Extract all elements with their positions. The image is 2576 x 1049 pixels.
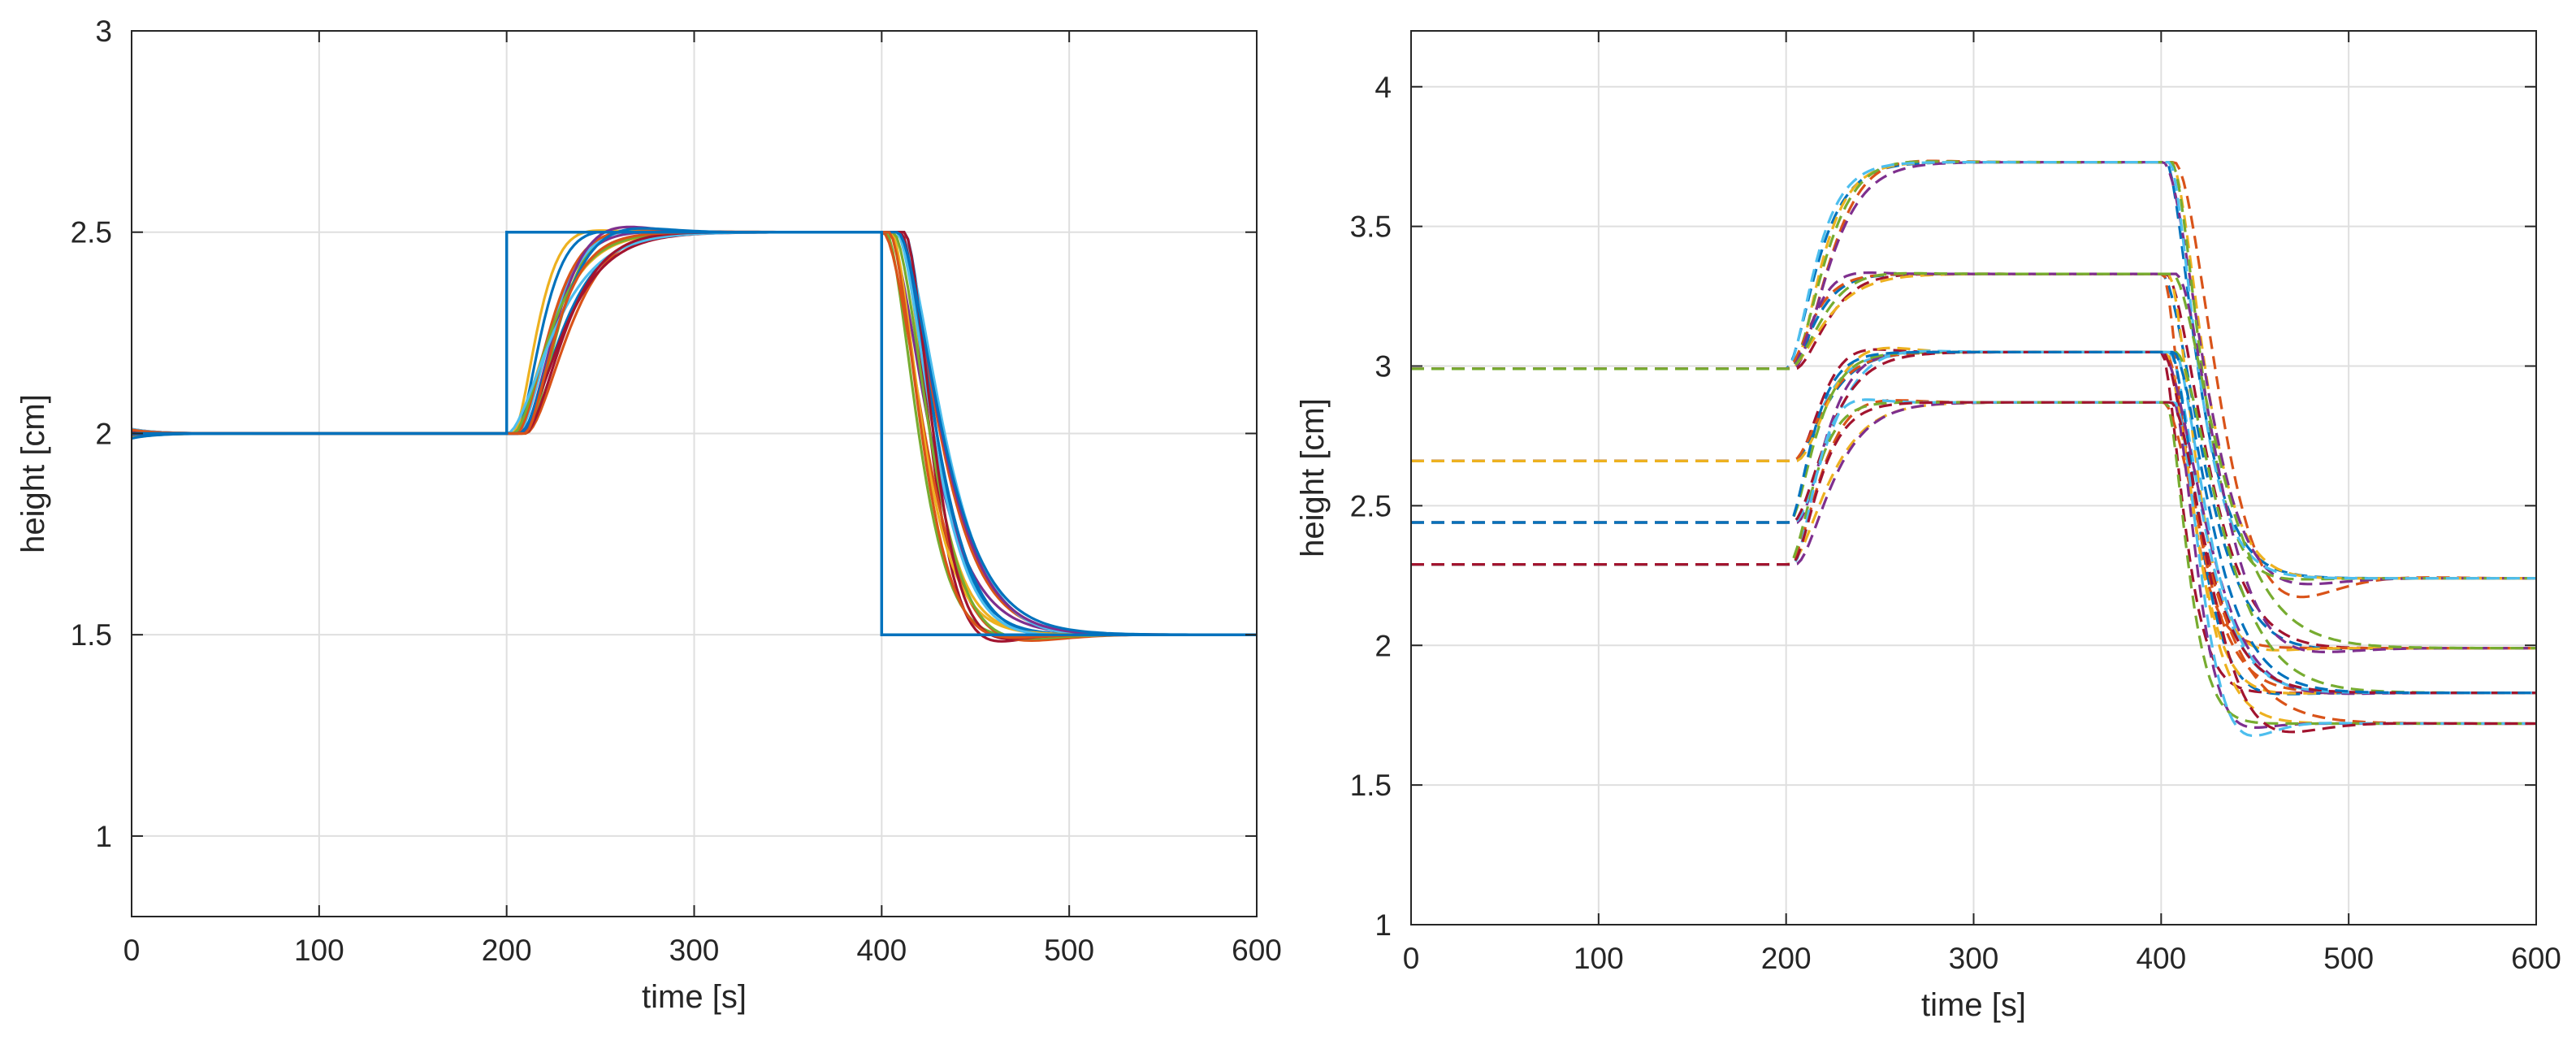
y-tick-label: 2 — [95, 417, 112, 450]
series-group — [1411, 159, 2536, 738]
y-axis-label: height [cm] — [1295, 398, 1331, 557]
x-tick-label: 400 — [2136, 942, 2186, 975]
x-tick-label: 600 — [1232, 934, 1282, 967]
x-tick-label: 0 — [123, 934, 141, 967]
x-tick-label: 200 — [482, 934, 532, 967]
reference-line — [132, 230, 1257, 636]
x-tick-label: 100 — [1574, 942, 1624, 975]
x-tick-label: 500 — [2323, 942, 2374, 975]
response-line — [1411, 271, 2536, 650]
response-line — [1411, 401, 2536, 734]
response-line — [1411, 350, 2536, 695]
y-tick-label: 1.5 — [71, 618, 112, 652]
left-chart-panel: 0 100 200 300 400 500 600 1 1.5 2 2.5 3 time [s] heig… — [15, 15, 1282, 1015]
y-tick-label: 3.5 — [1350, 210, 1392, 244]
y-tick-label: 2.5 — [71, 216, 112, 249]
x-tick-label: 200 — [1761, 942, 1812, 975]
y-tick-label: 4 — [1375, 71, 1392, 104]
y-tick-label: 2.5 — [1350, 489, 1392, 522]
x-tick-label: 0 — [1403, 942, 1420, 975]
series-group — [132, 225, 1257, 643]
y-tick-label: 3 — [95, 15, 112, 48]
x-tick-label: 300 — [669, 934, 720, 967]
x-tick-label: 100 — [294, 934, 344, 967]
y-tick-label: 1.5 — [1350, 769, 1392, 802]
x-axis-label: time [s] — [1921, 987, 2026, 1023]
y-tick-label: 1 — [1375, 908, 1392, 942]
x-tick-label: 600 — [2511, 942, 2561, 975]
x-tick-label: 300 — [1949, 942, 1999, 975]
x-axis-label: time [s] — [642, 979, 747, 1015]
y-tick-label: 3 — [1375, 350, 1392, 384]
right-chart-panel: 0 100 200 300 400 500 600 1 1.5 2 2.5 3 3.5 4 time [s]… — [1295, 30, 2561, 1023]
y-tick-label: 1 — [95, 820, 112, 853]
y-tick-label: 2 — [1375, 629, 1392, 662]
x-tick-label: 500 — [1044, 934, 1094, 967]
y-axis-label: height [cm] — [15, 394, 51, 553]
x-tick-label: 400 — [856, 934, 907, 967]
